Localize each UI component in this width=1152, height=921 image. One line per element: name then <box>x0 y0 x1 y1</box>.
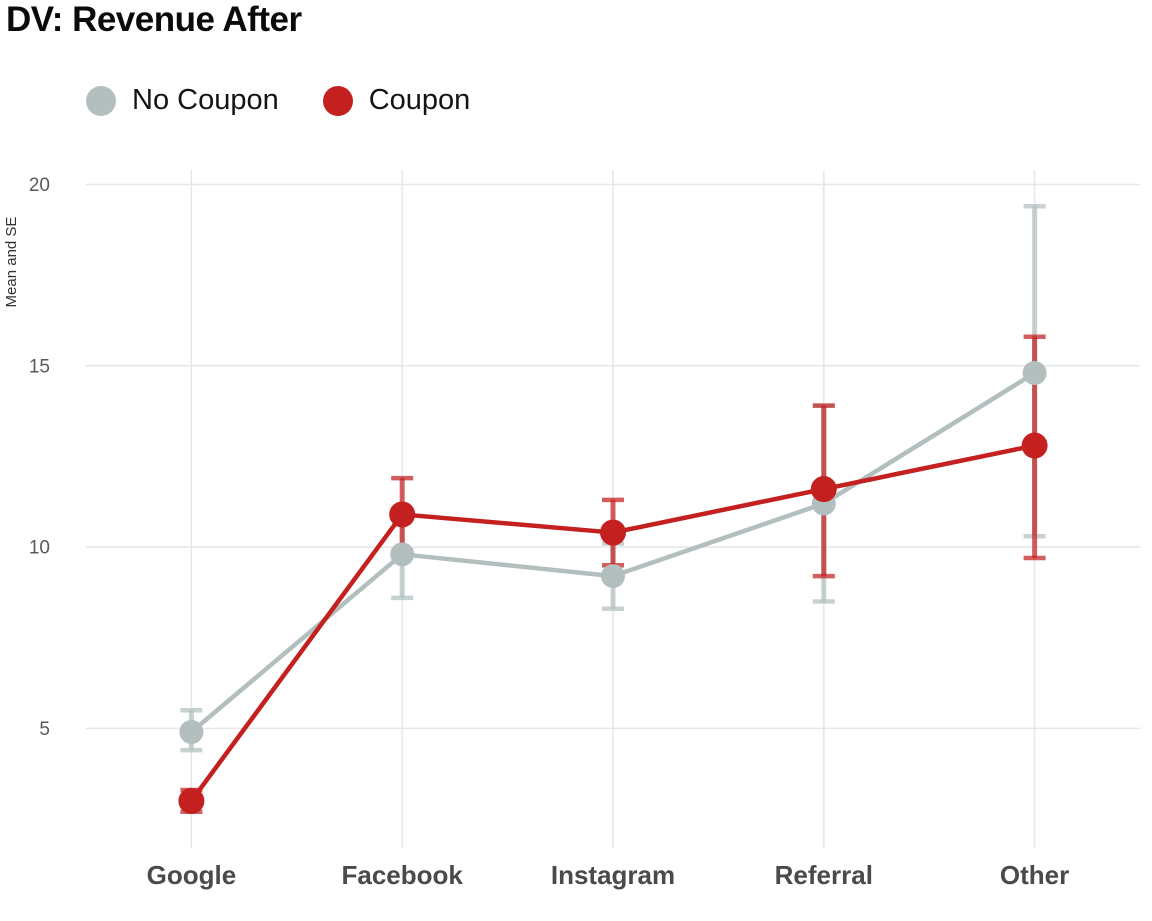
data-point <box>601 564 625 589</box>
y-tick-label: 10 <box>29 538 50 559</box>
data-point <box>389 501 416 528</box>
data-point <box>810 476 837 503</box>
page-title: DV: Revenue After <box>6 0 302 39</box>
y-tick-label: 20 <box>29 175 50 196</box>
chart-legend: No Coupon Coupon <box>86 84 470 117</box>
legend-item-coupon: Coupon <box>322 84 471 117</box>
data-point <box>179 719 204 744</box>
y-tick-label: 5 <box>39 719 50 740</box>
legend-label: No Coupon <box>132 84 279 116</box>
x-category-label: Google <box>147 860 237 890</box>
legend-dot-icon <box>86 85 116 116</box>
legend-label: Coupon <box>368 84 471 116</box>
data-point <box>1021 432 1048 459</box>
y-axis-label: Mean and SE <box>3 217 20 308</box>
x-category-label: Facebook <box>342 860 464 890</box>
data-point <box>178 787 205 814</box>
legend-item-no-coupon: No Coupon <box>86 84 279 117</box>
data-point <box>600 519 626 546</box>
data-point <box>390 542 415 567</box>
x-category-label: Instagram <box>551 860 675 890</box>
x-category-label: Referral <box>775 860 873 890</box>
y-tick-label: 15 <box>29 356 50 377</box>
legend-dot-icon <box>322 85 353 116</box>
x-category-label: Other <box>1000 860 1069 890</box>
data-point <box>1022 361 1047 386</box>
